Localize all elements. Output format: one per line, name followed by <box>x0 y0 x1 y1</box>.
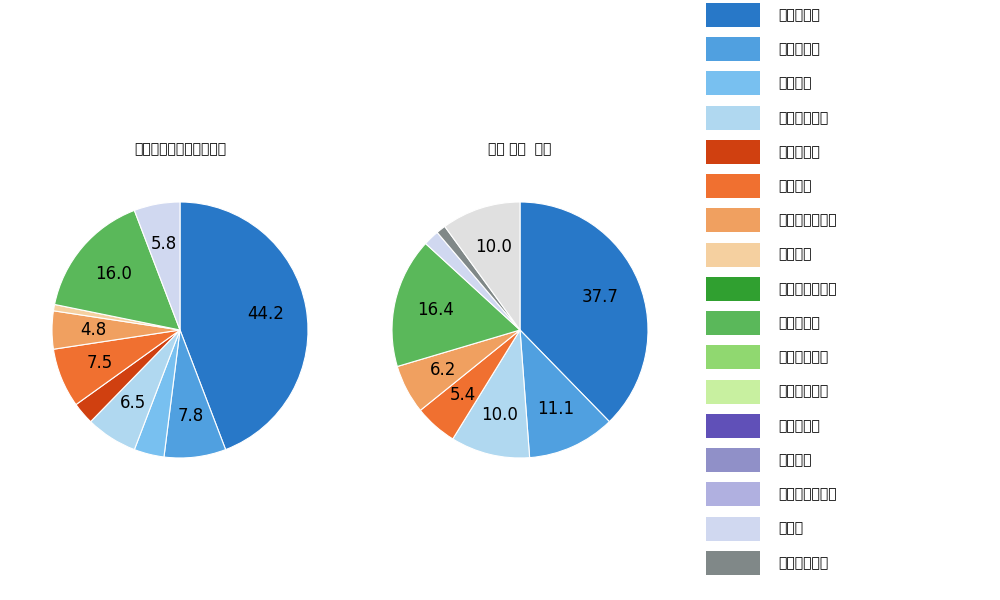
Wedge shape <box>392 244 520 367</box>
Title: 岡林 勇希  選手: 岡林 勇希 選手 <box>488 142 552 157</box>
Wedge shape <box>164 330 226 458</box>
FancyBboxPatch shape <box>706 517 760 541</box>
Wedge shape <box>91 330 180 449</box>
Text: スライダー: スライダー <box>778 316 820 330</box>
FancyBboxPatch shape <box>706 140 760 164</box>
FancyBboxPatch shape <box>706 311 760 335</box>
Text: 11.1: 11.1 <box>537 400 574 418</box>
Text: ツーシーム: ツーシーム <box>778 42 820 56</box>
Text: カットボール: カットボール <box>778 111 828 125</box>
Wedge shape <box>134 202 180 330</box>
Wedge shape <box>76 330 180 422</box>
Text: ストレート: ストレート <box>778 8 820 22</box>
Text: 縦スライダー: 縦スライダー <box>778 350 828 364</box>
Text: フォーク: フォーク <box>778 179 812 193</box>
Wedge shape <box>445 202 520 330</box>
FancyBboxPatch shape <box>706 3 760 27</box>
Text: 16.0: 16.0 <box>95 265 132 283</box>
Wedge shape <box>520 202 648 422</box>
Wedge shape <box>180 202 308 449</box>
Text: カーブ: カーブ <box>778 521 803 536</box>
Text: 6.2: 6.2 <box>430 361 456 379</box>
FancyBboxPatch shape <box>706 414 760 438</box>
Text: ナックル: ナックル <box>778 453 812 467</box>
Wedge shape <box>134 330 180 457</box>
Wedge shape <box>397 330 520 410</box>
Text: 4.8: 4.8 <box>80 321 106 339</box>
Text: 37.7: 37.7 <box>582 288 619 306</box>
FancyBboxPatch shape <box>706 448 760 472</box>
Text: 7.8: 7.8 <box>177 407 203 425</box>
FancyBboxPatch shape <box>706 106 760 130</box>
FancyBboxPatch shape <box>706 346 760 370</box>
Wedge shape <box>52 311 180 349</box>
Wedge shape <box>426 232 520 330</box>
Text: パワーカーブ: パワーカーブ <box>778 385 828 398</box>
Wedge shape <box>53 330 180 404</box>
Text: シンカー: シンカー <box>778 248 812 262</box>
Wedge shape <box>420 330 520 439</box>
Text: 16.4: 16.4 <box>417 301 454 319</box>
FancyBboxPatch shape <box>706 277 760 301</box>
Wedge shape <box>53 304 180 330</box>
FancyBboxPatch shape <box>706 71 760 95</box>
Text: 高速スライダー: 高速スライダー <box>778 282 837 296</box>
Text: 5.8: 5.8 <box>151 235 177 253</box>
FancyBboxPatch shape <box>706 242 760 266</box>
Text: 10.0: 10.0 <box>481 406 518 424</box>
FancyBboxPatch shape <box>706 482 760 506</box>
Text: スローカーブ: スローカーブ <box>778 556 828 570</box>
FancyBboxPatch shape <box>706 208 760 232</box>
Text: シュート: シュート <box>778 76 812 91</box>
Text: スプリット: スプリット <box>778 145 820 159</box>
FancyBboxPatch shape <box>706 37 760 61</box>
Text: チェンジアップ: チェンジアップ <box>778 214 837 227</box>
Text: 44.2: 44.2 <box>247 305 284 323</box>
Wedge shape <box>437 226 520 330</box>
Title: セ・リーグ全プレイヤー: セ・リーグ全プレイヤー <box>134 142 226 157</box>
Wedge shape <box>520 330 609 458</box>
Wedge shape <box>453 330 530 458</box>
FancyBboxPatch shape <box>706 551 760 575</box>
FancyBboxPatch shape <box>706 380 760 404</box>
Wedge shape <box>55 211 180 330</box>
Text: ナックルカーブ: ナックルカーブ <box>778 487 837 501</box>
FancyBboxPatch shape <box>706 174 760 198</box>
Text: 10.0: 10.0 <box>475 238 512 256</box>
Text: スクリュー: スクリュー <box>778 419 820 433</box>
Text: 7.5: 7.5 <box>86 354 113 372</box>
Text: 6.5: 6.5 <box>120 394 146 412</box>
Text: 5.4: 5.4 <box>449 386 476 404</box>
